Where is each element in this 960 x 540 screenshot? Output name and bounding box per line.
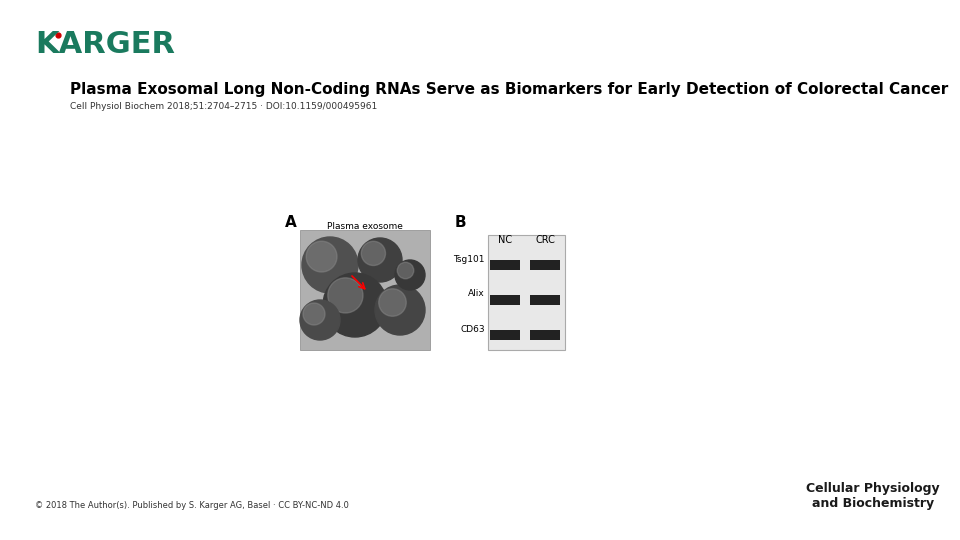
Bar — [530, 260, 560, 270]
Text: NC: NC — [498, 235, 512, 245]
Circle shape — [395, 260, 425, 290]
Bar — [530, 268, 560, 270]
Circle shape — [375, 285, 425, 335]
Bar — [490, 335, 520, 337]
Circle shape — [323, 273, 387, 337]
Bar — [530, 300, 560, 302]
Circle shape — [306, 241, 337, 272]
Text: Cell Physiol Biochem 2018;51:2704–2715 · DOI:10.1159/000495961: Cell Physiol Biochem 2018;51:2704–2715 ·… — [70, 102, 377, 111]
Circle shape — [358, 238, 402, 282]
Bar — [530, 303, 560, 305]
Bar — [530, 260, 560, 270]
Text: Alix: Alix — [468, 289, 485, 299]
Text: Tsg101: Tsg101 — [453, 254, 485, 264]
Bar — [490, 330, 520, 340]
Circle shape — [397, 262, 414, 279]
Bar — [490, 260, 520, 270]
Bar — [490, 260, 520, 270]
FancyBboxPatch shape — [300, 230, 430, 350]
Circle shape — [361, 241, 386, 266]
Circle shape — [379, 289, 406, 316]
Bar — [490, 268, 520, 270]
Text: B: B — [455, 215, 467, 230]
Bar — [530, 265, 560, 267]
Text: © 2018 The Author(s). Published by S. Karger AG, Basel · CC BY-NC-ND 4.0: © 2018 The Author(s). Published by S. Ka… — [35, 501, 348, 510]
Text: KARGER: KARGER — [35, 30, 175, 59]
Text: CD63: CD63 — [461, 325, 485, 334]
Bar — [490, 332, 520, 334]
Bar — [490, 300, 520, 302]
Text: CRC: CRC — [535, 235, 555, 245]
Text: Cellular Physiology
and Biochemistry: Cellular Physiology and Biochemistry — [806, 482, 940, 510]
Circle shape — [303, 303, 325, 325]
Bar — [490, 297, 520, 299]
Bar — [530, 295, 560, 305]
Bar — [490, 303, 520, 305]
Bar — [530, 297, 560, 299]
Bar — [490, 262, 520, 264]
Bar — [530, 262, 560, 264]
Circle shape — [302, 237, 358, 293]
Bar — [490, 330, 520, 340]
Bar — [530, 330, 560, 340]
Circle shape — [327, 278, 363, 313]
Circle shape — [300, 300, 340, 340]
Bar — [530, 330, 560, 340]
Bar — [530, 332, 560, 334]
Bar — [490, 295, 520, 305]
Text: Plasma Exosomal Long Non-Coding RNAs Serve as Biomarkers for Early Detection of : Plasma Exosomal Long Non-Coding RNAs Ser… — [70, 82, 948, 97]
Text: Plasma exosome: Plasma exosome — [327, 222, 403, 231]
Text: A: A — [285, 215, 297, 230]
Bar — [490, 265, 520, 267]
Bar — [530, 335, 560, 337]
Bar — [490, 295, 520, 305]
Bar — [488, 235, 565, 350]
Bar — [490, 338, 520, 340]
Bar — [530, 295, 560, 305]
Bar — [530, 338, 560, 340]
